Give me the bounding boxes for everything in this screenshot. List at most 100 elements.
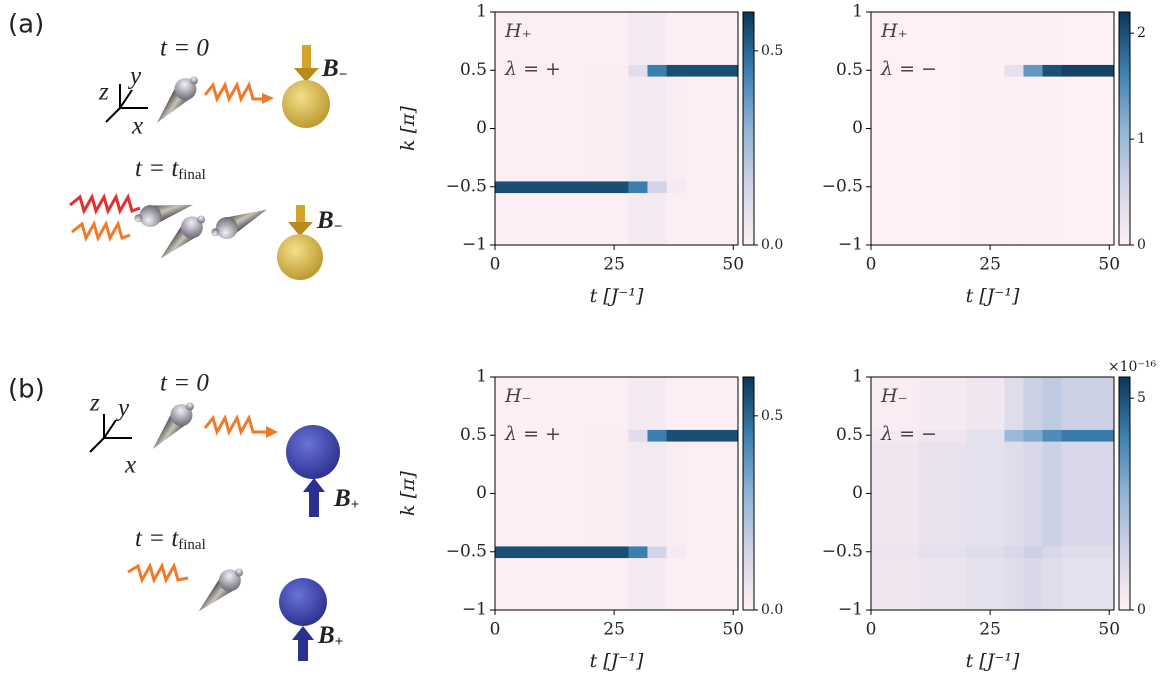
- annotation: λ = +: [504, 423, 561, 445]
- y-tick-label: 0.5: [836, 425, 863, 445]
- heatmap-cell: [543, 377, 591, 430]
- heatmap-cell: [686, 76, 739, 181]
- heatmap-cell: [1062, 12, 1115, 65]
- annotation: H₋: [504, 385, 532, 407]
- heatmap-cell: [871, 441, 919, 546]
- time-label: t = 0: [160, 35, 209, 62]
- heatmap-cell: [667, 558, 687, 611]
- y-tick-label: −0.5: [822, 176, 863, 196]
- heatmap-cell: [1023, 64, 1043, 76]
- heatmap-cell: [628, 12, 648, 65]
- heatmap-cell: [966, 429, 1005, 441]
- heatmap-cell: [1004, 546, 1024, 558]
- heatmap-cell: [1062, 193, 1115, 246]
- panel-label: (a): [8, 10, 44, 40]
- annotation: H₊: [880, 20, 908, 42]
- heatmap-cell: [1004, 377, 1024, 430]
- time-label: t = t: [135, 525, 179, 552]
- heatmap-cell: [686, 12, 739, 65]
- heatmap-cell: [628, 193, 648, 246]
- heatmap-cell: [628, 64, 648, 76]
- heatmap-cell: [1043, 546, 1063, 558]
- heatmap-cell: [1004, 193, 1024, 246]
- heatmap-cell: [495, 76, 543, 181]
- y-tick-label: 1: [476, 2, 487, 22]
- heatmap-cell: [543, 558, 591, 611]
- field-arrow: [309, 491, 319, 517]
- heatmap-cell: [871, 558, 919, 611]
- heatmap-cell: [919, 76, 967, 181]
- field-sub: −: [339, 67, 348, 83]
- heatmap-cell: [1043, 12, 1063, 65]
- x-tick-label: 0: [490, 255, 501, 275]
- field-label: B: [317, 622, 335, 649]
- heatmap-cell: [628, 76, 648, 181]
- annotation: H₊: [504, 20, 532, 42]
- field-label: B+: [317, 622, 343, 651]
- axis-label: y: [127, 63, 142, 90]
- illustration-b: (b) z y x t = 0 B+ t = tfinal B+: [8, 370, 359, 661]
- heatmap-cell: [628, 429, 648, 441]
- annotation: λ = +: [504, 58, 561, 80]
- heatmap-cell: [686, 429, 739, 441]
- heatmap-cell: [1004, 64, 1024, 76]
- heatmap-cell: [1023, 441, 1043, 546]
- field-label: B: [316, 207, 334, 234]
- heatmap-cell: [966, 558, 1005, 611]
- heatmap-cell: [1023, 558, 1043, 611]
- field-arrow: [298, 639, 308, 661]
- heatmap-cell: [1062, 76, 1115, 181]
- heatmap: [871, 377, 1115, 611]
- heatmap-cell: [590, 429, 629, 441]
- axis-label: x: [124, 452, 136, 479]
- heatmap-cell: [1043, 181, 1063, 193]
- heatmap-cell: [966, 193, 1005, 246]
- arrowhead: [266, 426, 278, 438]
- heatmap-cell: [647, 193, 667, 246]
- field-arrow: [294, 68, 319, 82]
- y-tick-label: 0.5: [460, 60, 487, 80]
- heatmap: [495, 12, 739, 246]
- colorbar-tick-label: 0.5: [761, 43, 783, 59]
- x-tick-label: 50: [722, 255, 744, 275]
- figure-canvas: (a) z y x t = 0 B− t = tfinal B− (b) z y…: [0, 0, 1161, 682]
- colorbar: [1119, 377, 1130, 610]
- heatmap-cell: [1023, 76, 1043, 181]
- heatmap-cell: [1062, 546, 1115, 558]
- heatmap-cell: [647, 429, 667, 441]
- heatmap-cell: [1062, 181, 1115, 193]
- photon: [70, 197, 140, 211]
- heatmap-cell: [1004, 441, 1024, 546]
- y-tick-label: −1: [462, 600, 487, 620]
- heatmap-cell: [647, 12, 667, 65]
- heatmap-cell: [871, 546, 919, 558]
- axis-label: z: [98, 79, 109, 106]
- y-tick-label: 1: [476, 367, 487, 387]
- illustration-a: (a) z y x t = 0 B− t = tfinal B−: [8, 10, 347, 281]
- heatmap-cell: [667, 76, 687, 181]
- spin-icon: [151, 70, 203, 132]
- heatmap-cell: [1023, 429, 1043, 441]
- heatmap-cell: [667, 546, 687, 558]
- colorbar-tick-label: 0.5: [761, 408, 783, 424]
- time-label: t = tfinal: [135, 525, 206, 554]
- photon: [205, 85, 265, 99]
- x-tick-label: 50: [1098, 620, 1120, 640]
- heatmap-cell: [647, 546, 667, 558]
- x-tick-label: 50: [722, 620, 744, 640]
- heatmap-cell: [966, 181, 1005, 193]
- heatmap-cell: [647, 441, 667, 546]
- x-axis-label: t [J⁻¹]: [966, 285, 1020, 307]
- spin-icon: [207, 196, 270, 245]
- heatmap-cell: [495, 558, 543, 611]
- heatmap-cell: [919, 546, 967, 558]
- colorbar-offset: ×10⁻¹⁶: [1108, 359, 1157, 375]
- colorbar-tick-label: 0.0: [761, 602, 783, 618]
- x-axis-label: t [J⁻¹]: [590, 285, 644, 307]
- heatmap-cell: [667, 441, 687, 546]
- y-tick-label: 0.5: [460, 425, 487, 445]
- heatmap-cell: [1062, 441, 1115, 546]
- x-tick-label: 25: [979, 255, 1001, 275]
- field-label: B: [333, 485, 351, 512]
